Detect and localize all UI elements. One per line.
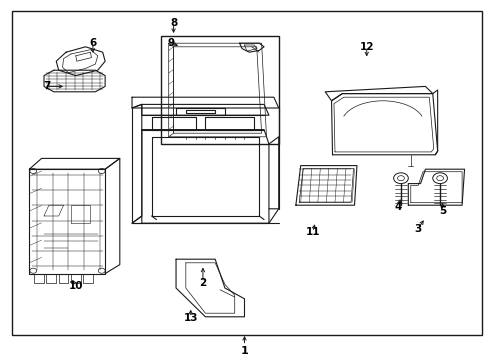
Text: 5: 5 bbox=[438, 206, 445, 216]
Text: 1: 1 bbox=[240, 346, 248, 356]
Text: 12: 12 bbox=[359, 42, 373, 52]
Text: 6: 6 bbox=[89, 38, 96, 48]
Text: 10: 10 bbox=[68, 281, 83, 291]
Text: 7: 7 bbox=[42, 81, 50, 91]
Bar bbox=[161, 36, 278, 144]
Text: 13: 13 bbox=[183, 312, 198, 323]
Text: 9: 9 bbox=[167, 38, 174, 48]
Text: 3: 3 bbox=[414, 224, 421, 234]
Text: 2: 2 bbox=[199, 278, 206, 288]
Text: 8: 8 bbox=[170, 18, 177, 28]
Text: 11: 11 bbox=[305, 227, 320, 237]
Text: 4: 4 bbox=[394, 202, 402, 212]
